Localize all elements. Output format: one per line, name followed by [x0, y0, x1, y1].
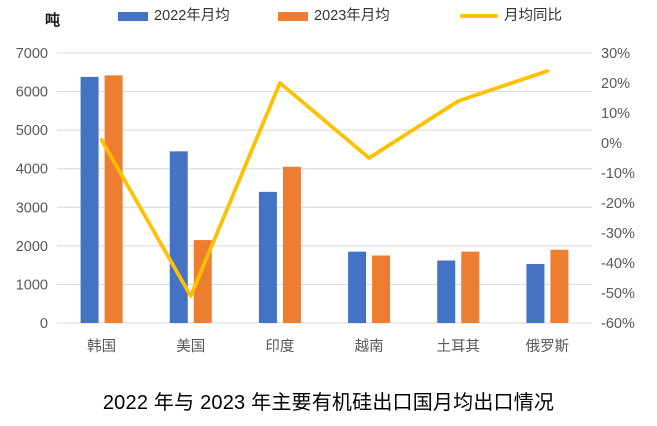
- right-axis-tick: -20%: [601, 196, 635, 212]
- legend-label-2023: 2023年月均: [314, 8, 390, 24]
- bar-2023年月均-越南: [372, 255, 391, 323]
- right-axis-tick: 10%: [601, 106, 630, 122]
- left-axis-unit-label: 吨: [45, 12, 61, 29]
- left-axis-tick: 3000: [16, 200, 48, 216]
- left-axis-tick: 0: [40, 316, 48, 332]
- bar-2023年月均-印度: [282, 166, 301, 323]
- right-axis-tick: 0%: [601, 136, 622, 152]
- bar-2023年月均-土耳其: [461, 251, 480, 323]
- bar-2022年月均-俄罗斯: [526, 263, 545, 323]
- bar-2022年月均-韩国: [80, 76, 99, 324]
- bar-2023年月均-俄罗斯: [550, 249, 569, 323]
- chart-title: 2022 年与 2023 年主要有机硅出口国月均出口情况: [102, 392, 555, 414]
- legend-line-swatch-yoy: [460, 14, 498, 18]
- category-label: 印度: [265, 338, 294, 355]
- category-label: 俄罗斯: [526, 338, 570, 355]
- chart-legend: 2022年月均 2023年月均 月均同比: [0, 0, 657, 32]
- chart-plot: 7000 6000 5000 4000 3000 2000 1000 0 30% 20% 10% 0%…: [16, 46, 635, 355]
- bar-2022年月均-土耳其: [437, 260, 456, 323]
- legend-swatch-2022: [118, 11, 148, 21]
- left-axis-tick: 2000: [16, 239, 48, 255]
- right-axis-tick: -60%: [601, 316, 635, 332]
- category-label: 越南: [355, 338, 384, 355]
- right-axis-tick: -40%: [601, 256, 635, 272]
- left-axis-tick: 4000: [16, 162, 48, 178]
- bar-2023年月均-韩国: [104, 75, 123, 323]
- left-axis-tick: 1000: [16, 277, 48, 293]
- legend-swatch-2023: [278, 11, 308, 21]
- bar-2022年月均-美国: [169, 151, 188, 323]
- right-axis-tick: -50%: [601, 286, 635, 302]
- right-axis-tick: 30%: [601, 46, 630, 62]
- category-label: 韩国: [87, 338, 116, 355]
- legend-item-2023: 2023年月均: [278, 8, 390, 24]
- bar-2022年月均-印度: [258, 191, 277, 323]
- category-label: 美国: [176, 338, 205, 355]
- left-axis-tick: 5000: [16, 123, 48, 139]
- left-axis-tick: 7000: [16, 46, 48, 62]
- legend-label-yoy: 月均同比: [504, 8, 562, 24]
- category-label: 土耳其: [437, 338, 481, 355]
- right-axis-tick: 20%: [601, 76, 630, 92]
- yoy-line: [99, 69, 550, 298]
- legend-item-2022: 2022年月均: [118, 8, 230, 24]
- legend-item-yoy: 月均同比: [460, 8, 562, 24]
- right-axis-tick: -30%: [601, 226, 635, 242]
- legend-label-2022: 2022年月均: [154, 8, 230, 24]
- bar-2022年月均-越南: [348, 251, 367, 323]
- left-axis-tick: 6000: [16, 85, 48, 101]
- right-axis-tick: -10%: [601, 166, 635, 182]
